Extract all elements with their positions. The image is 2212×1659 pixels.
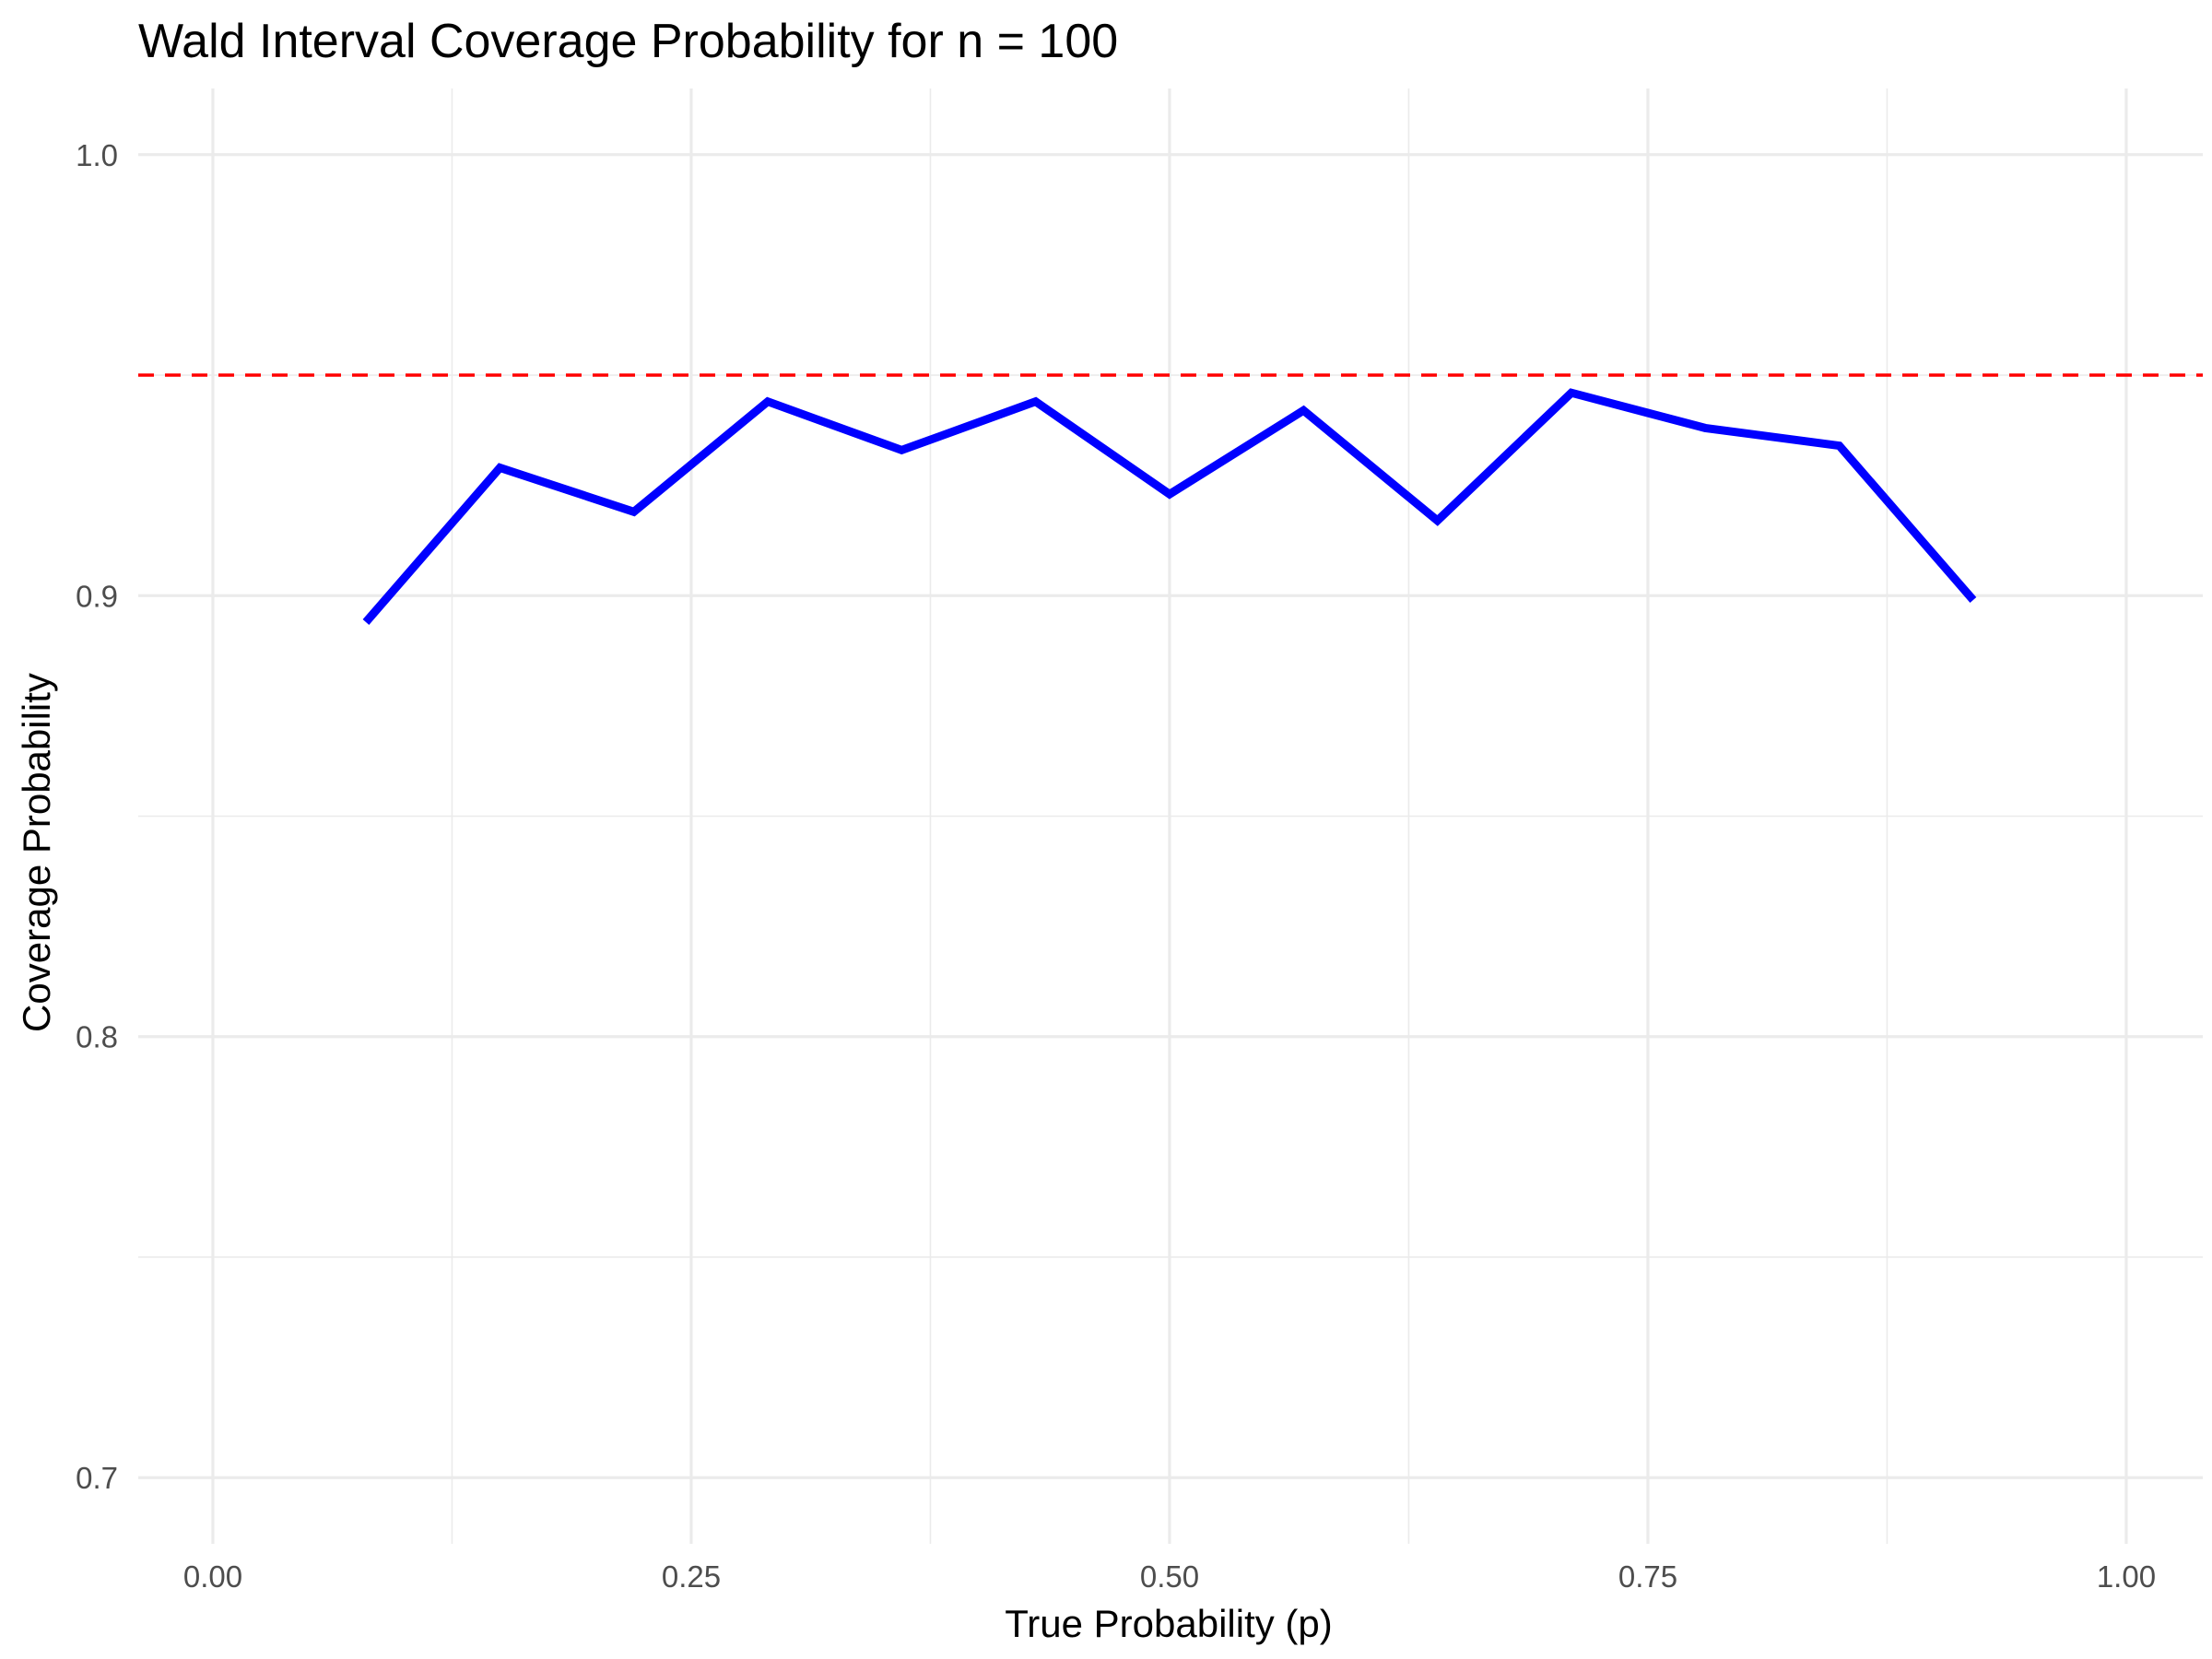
chart-title: Wald Interval Coverage Probability for n…	[138, 15, 1118, 68]
y-axis-title: Coverage Probability	[15, 673, 58, 1032]
x-tick-label: 0.25	[662, 1559, 721, 1594]
tick-labels: 0.00 0.25 0.50 0.75 1.00 0.7 0.8 0.9 1.0	[76, 138, 2156, 1594]
x-tick-label: 0.00	[183, 1559, 242, 1594]
grid	[138, 88, 2203, 1544]
y-tick-label: 0.7	[76, 1461, 118, 1495]
coverage-series-line	[362, 388, 1977, 625]
y-tick-label: 1.0	[76, 138, 118, 172]
series-group	[362, 388, 1977, 625]
x-tick-label: 1.00	[2097, 1559, 2156, 1594]
x-tick-label: 0.75	[1618, 1559, 1677, 1594]
y-tick-label: 0.8	[76, 1020, 118, 1054]
y-tick-label: 0.9	[76, 579, 118, 613]
x-axis-title: True Probability (p)	[1005, 1602, 1333, 1645]
x-tick-label: 0.50	[1140, 1559, 1199, 1594]
